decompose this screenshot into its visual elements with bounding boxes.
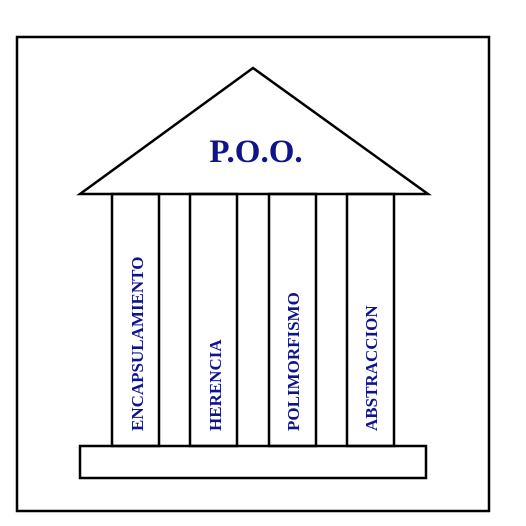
diagram-title: P.O.O. [209,134,302,170]
outer-frame [15,35,491,513]
pillar-label-abstraccion: ABSTRACCION [362,305,381,431]
temple-base [78,444,428,480]
pillar-label-encapsulamiento: ENCAPSULAMIENTO [128,257,147,431]
roof-triangle [76,66,432,196]
pillar-label-herencia: HERENCIA [206,339,225,431]
pillar-label-polimorfismo: POLIMORFISMO [284,292,303,431]
